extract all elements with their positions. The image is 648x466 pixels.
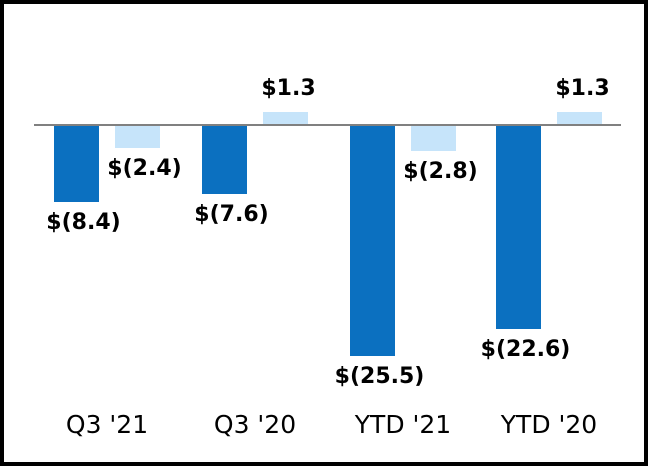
plot-layer: $(8.4) $(2.4) Q3 '21 $(7.6) $1.3 Q3 '20 $(25.5… xyxy=(4,4,644,462)
value-label: $(8.4) xyxy=(46,210,121,235)
value-label: $(2.4) xyxy=(107,156,182,181)
category-label: YTD '21 xyxy=(354,410,452,439)
category-label: Q3 '20 xyxy=(213,410,297,439)
category-label: Q3 '21 xyxy=(65,410,149,439)
value-label: $(22.6) xyxy=(480,337,571,362)
bar-series-1-dark-blue xyxy=(54,126,99,202)
value-label: $(7.6) xyxy=(194,202,269,227)
x-axis-line xyxy=(34,124,621,126)
bar-series-1-dark-blue xyxy=(202,126,247,194)
bar-series-2-light-blue xyxy=(115,126,160,148)
value-label: $(2.8) xyxy=(403,159,478,184)
category-label: YTD '20 xyxy=(500,410,598,439)
value-label: $1.3 xyxy=(555,76,610,101)
value-label: $(25.5) xyxy=(334,364,425,389)
bar-series-1-dark-blue xyxy=(496,126,541,329)
bar-series-1-dark-blue xyxy=(350,126,395,356)
bar-series-2-light-blue xyxy=(263,112,308,124)
bar-series-2-light-blue xyxy=(411,126,456,151)
value-label: $1.3 xyxy=(261,76,316,101)
bar-series-2-light-blue xyxy=(557,112,602,124)
